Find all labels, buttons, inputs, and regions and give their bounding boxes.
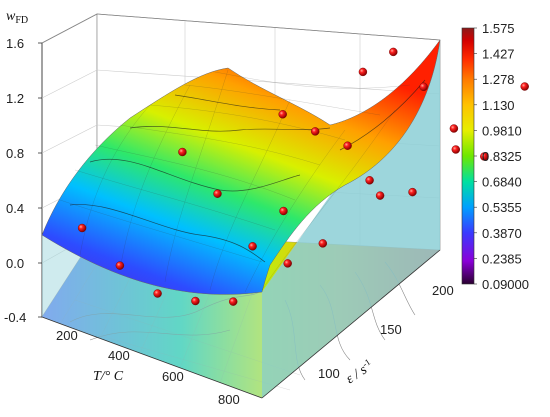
y-tick-label: 200: [432, 283, 454, 298]
colorbar-label: 1.575: [482, 21, 515, 36]
z-tick-label: 0.4: [6, 201, 24, 216]
data-point: [77, 223, 87, 233]
data-point: [520, 82, 529, 91]
data-point: [318, 239, 327, 248]
x-tick-label: 800: [218, 392, 240, 407]
data-point: [178, 147, 187, 157]
data-point: [365, 176, 374, 185]
data-point: [283, 259, 292, 268]
colorbar-gradient: [461, 27, 475, 285]
z-axis: 1.6 1.2 0.8 0.4 0.0 -0.4 wFD: [4, 9, 42, 325]
z-tick-label: -0.4: [4, 310, 26, 325]
front-wall: [42, 235, 262, 398]
data-point: [228, 297, 238, 306]
data-point: [449, 124, 459, 133]
z-axis-title-main: w: [6, 9, 16, 24]
data-point: [451, 145, 460, 154]
data-point: [278, 110, 287, 119]
z-axis-title-sub: FD: [15, 15, 28, 26]
data-point: [480, 152, 489, 161]
x-tick-label: 200: [56, 328, 78, 343]
data-point: [408, 187, 417, 197]
data-point: [311, 127, 320, 136]
x-axis-title: T/° C: [93, 369, 124, 384]
y-tick-label: 150: [380, 322, 402, 337]
colorbar-label: 0.5355: [482, 200, 522, 215]
data-point: [213, 189, 222, 198]
data-point: [153, 289, 162, 298]
colorbar-label: 0.09000: [482, 277, 529, 292]
y-axis-title-sup: -1: [360, 357, 372, 369]
z-tick-label: 0.0: [6, 256, 24, 271]
x-axis: 200 400 600 800 T/° C: [41, 316, 263, 407]
colorbar-label: 0.2385: [482, 251, 522, 266]
x-tick-label: 400: [108, 348, 130, 363]
colorbar-label: 1.278: [482, 72, 515, 87]
colorbar-label: 0.6840: [482, 175, 522, 190]
data-point: [343, 141, 352, 150]
z-tick-label: 0.8: [6, 146, 24, 161]
data-point: [358, 67, 368, 77]
data-point: [248, 242, 257, 251]
y-axis-title: ε / s-1: [342, 357, 376, 388]
z-tick-label: 1.2: [6, 91, 24, 106]
colorbar: 1.575 1.427 1.278 1.130 0.9810 0.8325 0.…: [461, 21, 529, 292]
colorbar-label: 1.427: [482, 47, 515, 62]
colorbar-label: 0.9810: [482, 123, 522, 138]
z-axis-title: wFD: [6, 9, 28, 26]
data-point: [389, 47, 398, 57]
data-point: [191, 296, 200, 306]
data-point: [375, 191, 385, 200]
x-tick-label: 600: [162, 369, 184, 384]
data-point: [419, 82, 428, 92]
colorbar-label: 0.3870: [482, 226, 522, 241]
z-tick-label: 1.6: [6, 36, 24, 51]
y-tick-label: 100: [318, 366, 340, 381]
colorbar-label: 1.130: [482, 98, 515, 113]
data-point: [279, 206, 288, 216]
colorbar-label: 0.8325: [482, 149, 522, 164]
data-point: [115, 261, 125, 270]
data-points: [77, 47, 529, 306]
